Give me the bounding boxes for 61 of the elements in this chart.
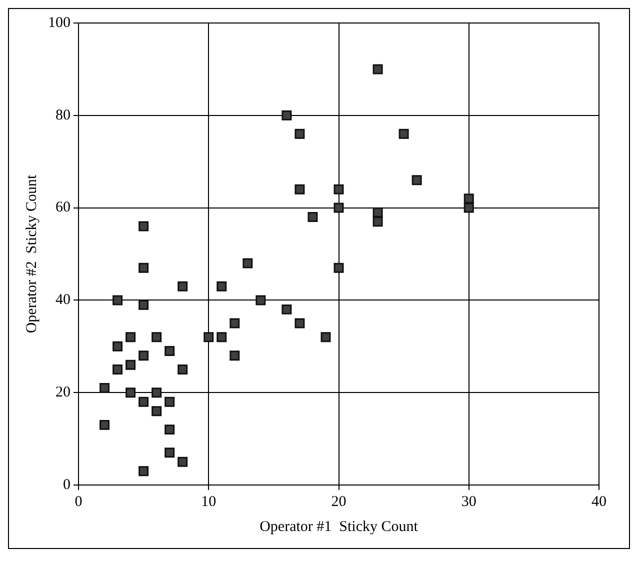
x-tick-label: 0: [74, 494, 82, 510]
point: [152, 388, 162, 398]
point: [308, 212, 318, 222]
point: [412, 175, 422, 186]
point: [282, 110, 292, 120]
y-axis-title: Operator #2 Sticky Count: [24, 174, 40, 334]
point: [126, 332, 136, 342]
point: [230, 318, 240, 328]
point: [126, 360, 136, 370]
point: [138, 262, 149, 273]
point: [256, 295, 266, 306]
point: [164, 424, 175, 435]
x-tick-label: 40: [592, 494, 606, 510]
point: [164, 346, 175, 356]
point: [294, 128, 305, 139]
point: [138, 221, 149, 232]
point: [334, 262, 344, 273]
point: [242, 258, 253, 268]
point: [282, 304, 292, 314]
point: [204, 332, 214, 342]
point: [372, 216, 383, 227]
y-tick-label: 60: [56, 200, 70, 216]
point: [178, 364, 188, 374]
y-tick-label: 100: [48, 14, 70, 31]
point: [100, 382, 110, 393]
point: [138, 300, 149, 310]
point: [112, 295, 123, 306]
point: [152, 406, 162, 416]
point: [464, 202, 474, 213]
point: [372, 207, 383, 218]
y-tick-label: 80: [56, 107, 70, 124]
point: [294, 184, 305, 194]
x-tick-label: 30: [461, 494, 476, 510]
point: [320, 332, 331, 342]
point: [138, 350, 149, 361]
point: [334, 202, 344, 213]
x-tick-label: 10: [201, 494, 216, 510]
point: [126, 388, 136, 398]
point: [138, 466, 149, 476]
point: [216, 332, 227, 342]
point: [334, 184, 344, 194]
point: [178, 281, 188, 292]
point: [294, 318, 305, 328]
point: [164, 448, 175, 458]
point: [464, 194, 474, 204]
point: [100, 420, 110, 430]
point: [152, 332, 162, 342]
point: [230, 350, 240, 361]
point: [372, 64, 383, 74]
point: [164, 396, 175, 407]
x-tick-label: 20: [331, 494, 346, 510]
point: [138, 396, 149, 407]
y-tick-label: 20: [56, 384, 70, 401]
x-axis-title: Operator #1 Sticky Count: [260, 518, 419, 535]
point: [112, 364, 123, 374]
point: [398, 128, 409, 139]
y-tick-label: 0: [63, 476, 70, 493]
y-tick-label: 40: [56, 292, 70, 308]
point: [178, 456, 188, 467]
point: [112, 341, 123, 352]
point: [216, 281, 227, 292]
